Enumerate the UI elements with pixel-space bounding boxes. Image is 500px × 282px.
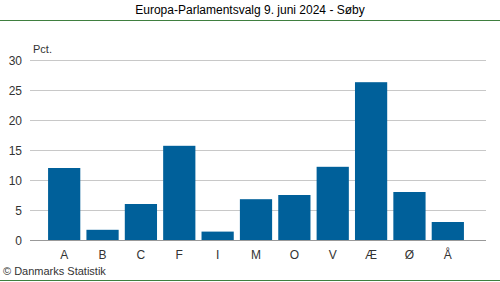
title-rule [0, 20, 500, 21]
bottom-rule [0, 280, 500, 281]
bar [278, 195, 310, 240]
bar [86, 230, 118, 240]
bar [125, 204, 157, 240]
bar [355, 82, 387, 240]
y-tick-label: 10 [9, 174, 23, 188]
bar [317, 167, 349, 240]
bar [240, 199, 272, 240]
y-tick-label: 0 [15, 234, 22, 248]
bars [48, 82, 464, 240]
chart-svg: Europa-Parlamentsvalg 9. juni 2024 - Søb… [0, 0, 500, 282]
grid-line [30, 60, 486, 61]
chart-container: Europa-Parlamentsvalg 9. juni 2024 - Søb… [0, 0, 500, 282]
bar [432, 222, 464, 240]
title: Europa-Parlamentsvalg 9. juni 2024 - Søb… [135, 3, 364, 17]
bar [393, 192, 425, 240]
grid-line [30, 240, 486, 241]
y-tick-label: 15 [9, 144, 23, 158]
bar [48, 168, 80, 240]
x-tick-label: A [60, 248, 68, 262]
background [0, 0, 500, 282]
y-tick-label: 20 [9, 114, 23, 128]
x-tick-label: B [99, 248, 107, 262]
grid-line [30, 90, 486, 91]
y-tick-label: 5 [15, 204, 22, 218]
x-tick-label: I [216, 248, 219, 262]
x-tick-label: Ø [405, 248, 414, 262]
x-tick-label: F [176, 248, 183, 262]
x-tick-label: V [329, 248, 337, 262]
grid-line [30, 180, 486, 181]
bar [163, 146, 195, 240]
x-tick-label: Å [444, 247, 452, 262]
source: © Danmarks Statistik [3, 265, 106, 277]
y-tick-label: 25 [9, 84, 23, 98]
bar [202, 232, 234, 240]
x-tick-label: C [137, 248, 146, 262]
x-tick-label: M [251, 248, 261, 262]
grid-line [30, 120, 486, 121]
grid-line [30, 150, 486, 151]
x-tick-label: Æ [365, 248, 377, 262]
y-tick-label: 30 [9, 54, 23, 68]
x-tick-label: O [290, 248, 299, 262]
y-axis-label: Pct. [33, 43, 52, 55]
